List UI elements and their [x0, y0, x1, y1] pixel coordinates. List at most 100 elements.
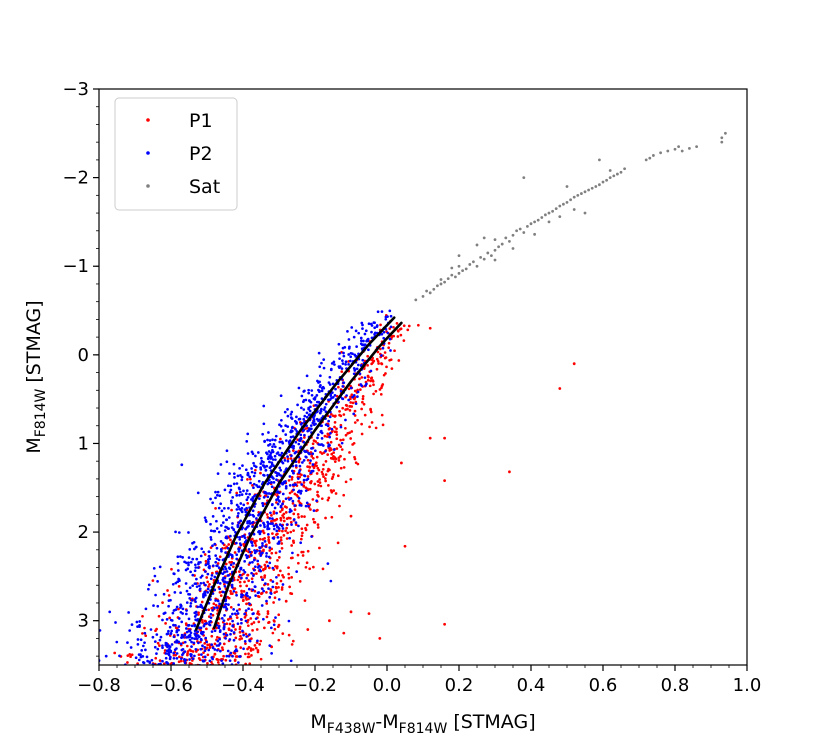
data-point-p2 — [291, 499, 295, 503]
data-point-p1 — [263, 567, 267, 571]
data-point-sat — [666, 149, 670, 153]
data-point-p2 — [188, 596, 192, 600]
data-point-p2 — [218, 629, 222, 632]
data-point-p2 — [322, 358, 326, 361]
data-point-sat — [695, 145, 698, 149]
data-point-p1 — [350, 393, 354, 397]
data-point-p1 — [177, 607, 180, 611]
data-point-p2 — [356, 390, 360, 394]
data-point-p2 — [261, 544, 264, 548]
data-point-p1 — [385, 365, 388, 369]
data-point-p2 — [195, 637, 199, 640]
data-point-p2 — [267, 455, 270, 459]
data-point-p1 — [290, 643, 294, 646]
data-point-p2 — [235, 494, 239, 497]
data-point-p1 — [229, 592, 233, 595]
data-point-p2 — [332, 448, 336, 451]
data-point-p2 — [389, 314, 393, 318]
data-point-p2 — [331, 395, 335, 399]
data-point-p2 — [271, 475, 274, 479]
data-point-p1 — [271, 631, 275, 635]
data-point-p2 — [370, 330, 373, 334]
data-point-p2 — [267, 431, 270, 434]
data-point-p1 — [310, 455, 314, 458]
data-point-p1 — [349, 610, 353, 614]
data-point-p1 — [234, 636, 238, 640]
data-point-p1 — [340, 370, 344, 373]
data-point-p1 — [275, 582, 279, 585]
data-point-p2 — [359, 336, 363, 340]
x-tick-label: −0.4 — [221, 675, 265, 696]
data-point-p1 — [255, 572, 258, 575]
data-point-p1 — [332, 489, 336, 492]
data-point-p2 — [194, 610, 198, 614]
data-point-p2 — [295, 430, 299, 433]
data-point-p1 — [170, 567, 173, 571]
data-point-p1 — [292, 529, 295, 533]
data-point-p1 — [281, 529, 284, 533]
data-point-p2 — [223, 614, 226, 617]
data-point-p2 — [251, 560, 254, 564]
data-point-p2 — [230, 501, 233, 505]
data-point-p1 — [141, 632, 144, 635]
data-point-p1 — [333, 415, 337, 418]
data-point-p2 — [382, 330, 386, 334]
data-point-p2 — [181, 647, 185, 651]
data-point-p1 — [245, 602, 248, 606]
data-point-p2 — [295, 415, 298, 419]
data-point-p2 — [342, 354, 346, 358]
data-point-p2 — [290, 523, 293, 526]
data-point-p2 — [152, 566, 156, 570]
data-point-p1 — [335, 427, 338, 431]
data-point-p1 — [214, 507, 217, 510]
data-point-p1 — [354, 461, 358, 465]
data-point-p2 — [261, 464, 265, 467]
data-point-p1 — [348, 451, 351, 454]
data-point-p2 — [372, 321, 376, 324]
data-point-p2 — [218, 602, 221, 606]
data-point-p2 — [262, 589, 265, 593]
data-point-p1 — [281, 500, 285, 503]
data-point-p2 — [363, 376, 367, 380]
data-point-p2 — [209, 522, 212, 526]
data-point-p1 — [216, 609, 219, 612]
data-point-p1 — [260, 591, 264, 595]
data-point-p2 — [229, 488, 233, 492]
data-point-p1 — [272, 601, 275, 604]
data-point-p1 — [197, 611, 200, 615]
data-point-p2 — [309, 405, 312, 409]
data-point-p2 — [240, 576, 243, 580]
data-point-p1 — [316, 523, 320, 526]
x-axis-label: MF438W-MF814W [STMAG] — [310, 711, 535, 737]
data-point-p1 — [245, 584, 249, 588]
data-point-p1 — [130, 653, 134, 657]
data-point-p2 — [224, 602, 228, 606]
data-point-p1 — [320, 497, 324, 501]
data-point-p1 — [327, 484, 330, 487]
data-point-p2 — [199, 603, 203, 607]
data-point-p2 — [312, 397, 316, 401]
data-point-p1 — [361, 397, 365, 401]
data-point-p2 — [174, 608, 178, 611]
data-point-p2 — [206, 558, 210, 561]
data-point-p2 — [215, 564, 219, 568]
data-point-p1 — [290, 475, 294, 479]
data-point-p1 — [281, 632, 285, 635]
data-point-sat — [446, 277, 450, 281]
data-point-p1 — [161, 601, 164, 604]
data-point-p2 — [322, 408, 326, 411]
data-point-p2 — [195, 619, 199, 622]
data-point-p2 — [302, 417, 306, 421]
data-point-p2 — [193, 615, 197, 618]
data-point-p2 — [254, 465, 258, 469]
data-point-p2 — [209, 497, 212, 501]
data-point-p2 — [304, 504, 308, 508]
data-point-p2 — [338, 357, 341, 361]
data-point-p2 — [146, 659, 149, 663]
data-point-p1 — [339, 438, 343, 442]
data-point-p2 — [216, 639, 220, 643]
data-point-p1 — [185, 644, 189, 648]
data-point-p2 — [287, 450, 291, 454]
data-point-p2 — [143, 641, 146, 645]
data-point-p1 — [283, 456, 286, 460]
